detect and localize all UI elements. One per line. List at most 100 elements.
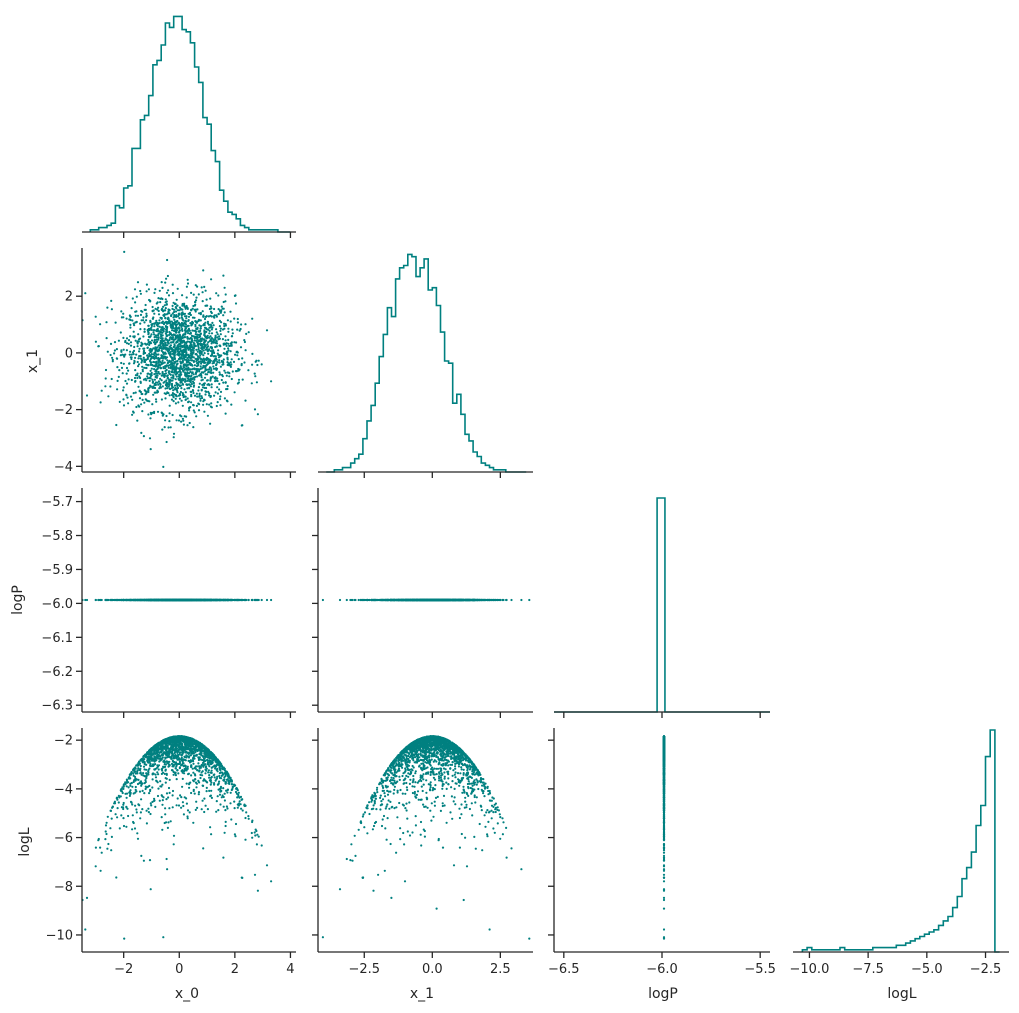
scatter-point <box>136 598 140 602</box>
scatter-point <box>172 436 175 439</box>
scatter-point <box>224 300 227 303</box>
scatter-point <box>120 310 123 313</box>
scatter-point <box>190 401 193 404</box>
scatter-point <box>217 354 220 357</box>
scatter-point <box>224 335 227 338</box>
scatter-point <box>235 370 238 373</box>
scatter-point <box>206 368 209 371</box>
scatter-point <box>207 368 211 371</box>
scatter-point <box>214 341 217 344</box>
scatter-point <box>154 352 157 355</box>
scatter-point <box>138 350 141 353</box>
scatter-point <box>170 598 173 602</box>
scatter-point <box>240 364 243 367</box>
scatter-point <box>228 375 231 378</box>
scatter-point <box>198 360 201 363</box>
scatter-point <box>224 381 227 384</box>
scatter-point <box>147 331 150 335</box>
scatter-point <box>181 359 184 362</box>
scatter-point <box>168 394 171 397</box>
scatter-point <box>230 363 233 366</box>
scatter-point <box>198 324 201 327</box>
scatter-point <box>185 598 188 602</box>
scatter-point <box>164 332 167 335</box>
scatter-point <box>173 318 176 321</box>
scatter-point <box>161 342 164 345</box>
scatter-point <box>159 337 163 340</box>
scatter-point <box>147 413 150 416</box>
scatter-point <box>143 366 146 369</box>
scatter-point <box>173 384 177 387</box>
scatter-point <box>147 372 150 375</box>
scatter-point <box>142 335 145 338</box>
scatter-point <box>202 400 205 403</box>
scatter-point <box>177 370 180 373</box>
scatter-point <box>155 319 158 322</box>
scatter-point <box>137 365 140 368</box>
scatter-point <box>153 291 156 294</box>
scatter-point <box>97 598 100 602</box>
scatter-point <box>217 338 220 341</box>
scatter-point <box>167 342 170 345</box>
scatter-point <box>150 326 153 329</box>
scatter-point <box>251 598 254 602</box>
scatter-point <box>153 373 156 376</box>
scatter-point <box>136 342 139 345</box>
scatter-point <box>212 371 215 374</box>
scatter-point <box>192 391 195 395</box>
scatter-point <box>127 378 130 381</box>
scatter-point <box>130 378 133 382</box>
scatter-point <box>171 312 174 315</box>
scatter-point <box>153 333 156 336</box>
scatter-point <box>210 598 214 602</box>
scatter-point <box>213 359 216 362</box>
scatter-point <box>187 400 190 403</box>
scatter-point <box>169 351 172 354</box>
scatter-point <box>162 381 165 384</box>
scatter-point <box>133 335 136 338</box>
scatter-point <box>181 336 184 339</box>
scatter-point <box>186 359 189 362</box>
scatter-point <box>165 303 168 306</box>
scatter-point <box>138 397 142 400</box>
scatter-point <box>217 349 220 352</box>
scatter-point <box>170 341 173 344</box>
scatter-point <box>161 320 164 323</box>
scatter-point <box>204 304 207 307</box>
scatter-point <box>207 352 210 355</box>
scatter-point <box>227 327 230 330</box>
scatter-point <box>153 312 156 315</box>
scatter-point <box>230 335 233 338</box>
scatter-point <box>148 336 151 339</box>
scatter-point <box>146 354 149 357</box>
scatter-point <box>104 368 108 372</box>
scatter-point <box>202 354 205 357</box>
scatter-point <box>149 417 152 420</box>
scatter-point <box>146 377 149 380</box>
scatter-point <box>171 283 174 286</box>
scatter-point <box>220 598 223 602</box>
scatter-point <box>213 307 216 311</box>
scatter-point <box>161 331 164 334</box>
scatter-point <box>204 335 207 338</box>
scatter-point <box>203 285 206 288</box>
scatter-point <box>152 309 155 312</box>
scatter-point <box>244 349 247 352</box>
scatter-point <box>196 333 199 336</box>
scatter-point <box>260 598 263 602</box>
scatter-point <box>152 386 156 389</box>
scatter-point <box>164 352 167 355</box>
scatter-point <box>111 356 114 359</box>
scatter-point <box>154 370 157 373</box>
scatter-point <box>214 598 217 602</box>
scatter-point <box>110 308 113 311</box>
scatter-point <box>165 348 168 351</box>
scatter-point <box>157 353 160 356</box>
scatter-point <box>167 426 170 429</box>
scatter-point <box>173 310 176 314</box>
scatter-point <box>136 419 139 422</box>
scatter-point <box>238 329 241 332</box>
scatter-point <box>212 361 215 364</box>
scatter-point <box>219 311 222 314</box>
scatter-point <box>198 394 201 397</box>
